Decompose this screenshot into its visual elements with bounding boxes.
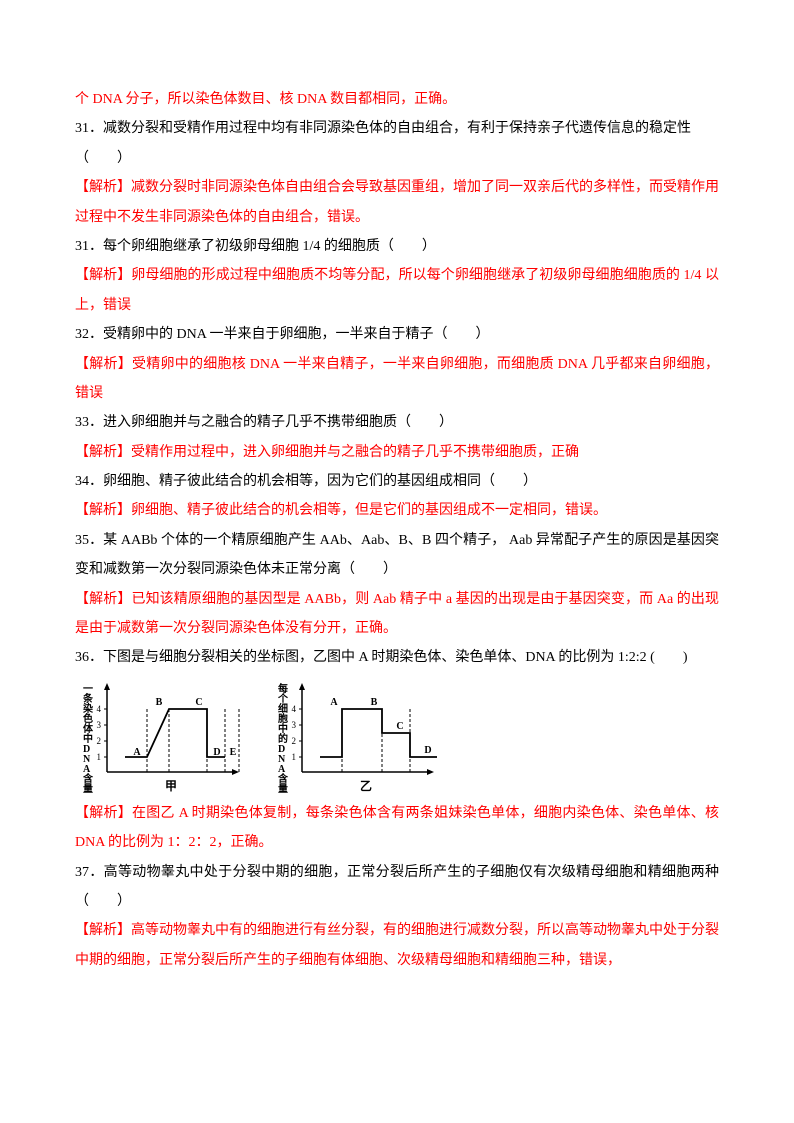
q31a-blank: （ ） xyxy=(75,144,719,173)
q33-analysis: 【解析】受精作用过程中，进入卵细胞并与之融合的精子几乎不携带细胞质，正确 xyxy=(75,438,719,467)
svg-text:1: 1 xyxy=(292,752,297,762)
svg-text:2: 2 xyxy=(97,736,102,746)
q31a-analysis: 【解析】减数分裂时非同源染色体自由组合会导致基因重组，增加了同一双亲后代的多样性… xyxy=(75,173,719,232)
q35-text: 35．某 AABb 个体的一个精原细胞产生 AAb、Aab、B、B 四个精子， … xyxy=(75,526,719,585)
svg-text:B: B xyxy=(156,697,163,708)
svg-text:B: B xyxy=(371,697,378,708)
chart-row: 一条染色体中DNA含量1234ABCDE甲 每个细胞中的DNA含量1234ABC… xyxy=(75,677,719,797)
svg-text:甲: 甲 xyxy=(165,779,177,793)
svg-text:C: C xyxy=(195,697,202,708)
q33-text: 33．进入卵细胞并与之融合的精子几乎不携带细胞质（ ） xyxy=(75,408,719,437)
svg-text:一条染色体中DNA含量: 一条染色体中DNA含量 xyxy=(82,684,94,795)
chart-jia: 一条染色体中DNA含量1 2 3 4 A B C DE 甲 xyxy=(75,677,250,797)
svg-text:A: A xyxy=(330,697,338,708)
chart-jia-svg: 一条染色体中DNA含量1 2 3 4 A B C DE 甲 xyxy=(75,677,250,797)
q31a-text: 31．减数分裂和受精作用过程中均有非同源染色体的自由组合，有利于保持亲子代遗传信… xyxy=(75,114,719,143)
svg-text:2: 2 xyxy=(292,736,297,746)
q36-analysis: 【解析】在图乙 A 时期染色体复制，每条染色体含有两条姐妹染色单体，细胞内染色体… xyxy=(75,799,719,858)
page-content: 个 DNA 分子，所以染色体数目、核 DNA 数目都相同，正确。 31．减数分裂… xyxy=(0,0,794,1025)
svg-text:E: E xyxy=(230,747,237,758)
intro-text: 个 DNA 分子，所以染色体数目、核 DNA 数目都相同，正确。 xyxy=(75,85,719,114)
svg-text:每个细胞中的DNA含量: 每个细胞中的DNA含量 xyxy=(277,682,289,795)
svg-text:D: D xyxy=(424,745,431,756)
q31b-text: 31．每个卵细胞继承了初级卵母细胞 1/4 的细胞质（ ） xyxy=(75,232,719,261)
q37-analysis: 【解析】高等动物睾丸中有的细胞进行有丝分裂，有的细胞进行减数分裂，所以高等动物睾… xyxy=(75,916,719,975)
q34-analysis: 【解析】卵细胞、精子彼此结合的机会相等，但是它们的基因组成不一定相同，错误。 xyxy=(75,496,719,525)
svg-text:4: 4 xyxy=(97,704,102,714)
chart-yi-svg: 每个细胞中的DNA含量1 2 3 4 A B C D 乙 xyxy=(270,677,445,797)
q34-text: 34．卵细胞、精子彼此结合的机会相等，因为它们的基因组成相同（ ） xyxy=(75,467,719,496)
svg-text:4: 4 xyxy=(292,704,297,714)
q31b-analysis: 【解析】卵母细胞的形成过程中细胞质不均等分配，所以每个卵细胞继承了初级卵母细胞细… xyxy=(75,261,719,320)
q36-text: 36．下图是与细胞分裂相关的坐标图，乙图中 A 时期染色体、染色单体、DNA 的… xyxy=(75,643,719,672)
chart-yi: 每个细胞中的DNA含量1 2 3 4 A B C D 乙 xyxy=(270,677,445,797)
svg-text:D: D xyxy=(213,747,220,758)
svg-text:1: 1 xyxy=(97,752,102,762)
q35-analysis: 【解析】已知该精原细胞的基因型是 AABb，则 Aab 精子中 a 基因的出现是… xyxy=(75,585,719,644)
q32-analysis: 【解析】受精卵中的细胞核 DNA 一半来自精子，一半来自卵细胞，而细胞质 DNA… xyxy=(75,350,719,409)
svg-text:乙: 乙 xyxy=(360,779,372,793)
svg-text:3: 3 xyxy=(292,720,297,730)
q37-text: 37．高等动物睾丸中处于分裂中期的细胞，正常分裂后所产生的子细胞仅有次级精母细胞… xyxy=(75,858,719,917)
svg-text:3: 3 xyxy=(97,720,102,730)
svg-text:A: A xyxy=(133,747,141,758)
q32-text: 32．受精卵中的 DNA 一半来自于卵细胞，一半来自于精子（ ） xyxy=(75,320,719,349)
svg-text:C: C xyxy=(396,721,403,732)
